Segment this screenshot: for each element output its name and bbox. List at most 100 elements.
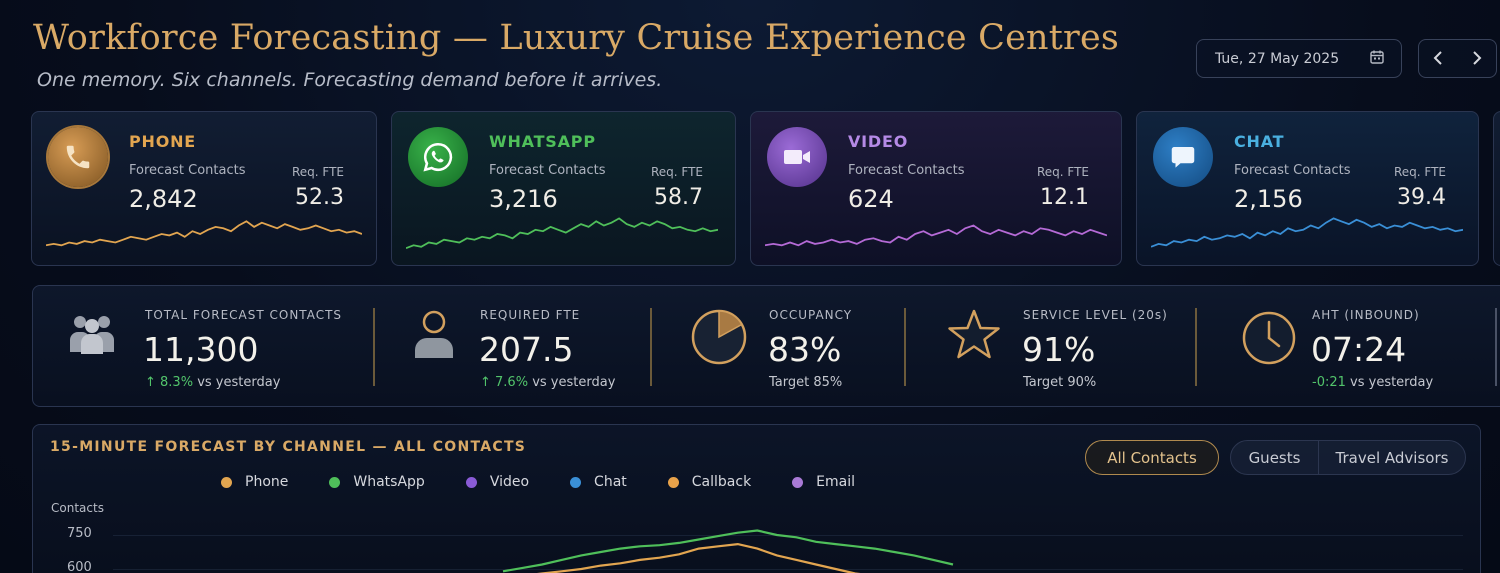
- sparkline-path: [1151, 217, 1463, 248]
- channel-card-partial[interactable]: [1493, 111, 1500, 266]
- forecast-contacts-label: Forecast Contacts: [489, 163, 606, 178]
- series-line-whatsapp: [502, 529, 954, 573]
- forecast-contacts-value: 2,156: [1234, 185, 1303, 213]
- clock-icon: [1241, 310, 1297, 370]
- prev-day-button[interactable]: [1432, 47, 1444, 71]
- sparkline: [1151, 217, 1463, 248]
- forecast-contacts-label: Forecast Contacts: [848, 163, 965, 178]
- y-tick-label: 750: [67, 526, 92, 541]
- kpi-value: 07:24: [1311, 330, 1407, 369]
- req-fte-label: Req. FTE: [1393, 165, 1446, 179]
- req-fte-label: Req. FTE: [650, 165, 703, 179]
- legend-item-email[interactable]: Email: [792, 474, 855, 490]
- kpi-label: REQUIRED FTE: [480, 308, 581, 322]
- req-fte-value: 58.7: [654, 185, 703, 210]
- legend-dot: [465, 476, 477, 488]
- calendar-icon: [1369, 49, 1385, 69]
- kpi-delta: -0:21 vs yesterday: [1312, 375, 1433, 390]
- legend-label: Video: [489, 474, 530, 490]
- channel-name: CHAT: [1234, 132, 1285, 151]
- forecast-contacts-value: 3,216: [489, 185, 558, 213]
- forecast-contacts-value: 2,842: [129, 185, 198, 213]
- kpi-delta: ↑ 8.3% vs yesterday: [145, 375, 280, 390]
- legend-label: Chat: [594, 474, 627, 490]
- kpi-target: Target 85%: [769, 375, 843, 390]
- kpi-label: AHT (INBOUND): [1312, 308, 1420, 322]
- delta-suffix: vs yesterday: [1345, 375, 1434, 390]
- forecast-contacts-value: 624: [848, 185, 894, 213]
- kpi-divider: [373, 308, 375, 386]
- kpi-label: TOTAL FORECAST CONTACTS: [145, 308, 343, 322]
- kpi-occupancy: OCCUPANCY 83% Target 85%: [652, 286, 904, 406]
- forecast-panel: 15-MINUTE FORECAST BY CHANNEL — ALL CONT…: [32, 424, 1481, 573]
- segment-group: Guests Travel Advisors: [1230, 440, 1466, 475]
- legend-label: Email: [816, 474, 856, 490]
- pie-icon: [690, 308, 748, 370]
- req-fte-label: Req. FTE: [1036, 165, 1089, 179]
- delta-value: -0:21: [1312, 375, 1346, 390]
- sparkline: [765, 224, 1107, 247]
- req-fte-value: 39.4: [1397, 185, 1446, 210]
- legend-item-whatsapp[interactable]: WhatsApp: [329, 474, 425, 490]
- segment-guests[interactable]: Guests: [1231, 441, 1319, 474]
- page-title: Workforce Forecasting — Luxury Cruise Ex…: [33, 18, 1120, 58]
- legend-item-phone[interactable]: Phone: [221, 474, 288, 490]
- legend-dot: [792, 476, 804, 488]
- channel-card-whatsapp[interactable]: WHATSAPP Forecast Contacts Req. FTE 3,21…: [391, 111, 736, 266]
- date-nav: [1418, 39, 1497, 78]
- kpi-divider: [1495, 308, 1497, 386]
- legend-dot: [570, 476, 582, 488]
- page-subtitle: One memory. Six channels. Forecasting de…: [37, 69, 663, 91]
- channel-card-video[interactable]: VIDEO Forecast Contacts Req. FTE 624 12.…: [750, 111, 1122, 266]
- delta-value: ↑ 8.3%: [145, 375, 194, 390]
- legend-item-video[interactable]: Video: [465, 474, 530, 490]
- req-fte-value: 52.3: [295, 185, 344, 210]
- chart-legend: Phone WhatsApp Video Chat Callback Email: [221, 474, 896, 490]
- delta-value: ↑ 7.6%: [480, 375, 529, 390]
- legend-dot: [667, 476, 679, 488]
- req-fte-value: 12.1: [1040, 185, 1089, 210]
- kpi-value: 91%: [1022, 330, 1096, 369]
- chat-icon: [1153, 127, 1213, 187]
- channel-card-chat[interactable]: CHAT Forecast Contacts Req. FTE 2,156 39…: [1136, 111, 1479, 266]
- kpi-divider: [904, 308, 906, 386]
- forecast-contacts-label: Forecast Contacts: [129, 163, 246, 178]
- sparkline-path: [765, 224, 1107, 247]
- phone-icon: [48, 127, 108, 187]
- y-axis-title: Contacts: [51, 501, 104, 515]
- date-value: Tue, 27 May 2025: [1215, 50, 1340, 67]
- forecast-chart: [502, 529, 954, 573]
- segment-all-contacts[interactable]: All Contacts: [1085, 440, 1219, 475]
- kpi-value: 83%: [768, 330, 842, 369]
- legend-label: WhatsApp: [353, 474, 425, 490]
- legend-item-callback[interactable]: Callback: [667, 474, 752, 490]
- sparkline-path: [406, 217, 718, 250]
- legend-label: Callback: [691, 474, 752, 490]
- legend-dot: [329, 476, 341, 488]
- delta-suffix: vs yesterday: [528, 375, 616, 390]
- sparkline-path: [46, 220, 362, 247]
- channel-card-phone[interactable]: PHONE Forecast Contacts Req. FTE 2,842 5…: [31, 111, 377, 266]
- y-tick-label: 600: [67, 560, 92, 573]
- date-picker[interactable]: Tue, 27 May 2025: [1196, 39, 1402, 78]
- next-day-button[interactable]: [1471, 47, 1483, 71]
- channel-name: PHONE: [129, 132, 197, 151]
- star-icon: [946, 308, 1002, 366]
- legend-dot: [221, 476, 232, 488]
- whatsapp-icon: [408, 127, 468, 187]
- delta-suffix: vs yesterday: [193, 375, 281, 390]
- legend-item-chat[interactable]: Chat: [570, 474, 627, 490]
- kpi-divider: [1195, 308, 1197, 386]
- req-fte-label: Req. FTE: [291, 165, 344, 179]
- kpi-service-level: SERVICE LEVEL (20s) 91% Target 90%: [906, 286, 1195, 406]
- kpi-delta: ↑ 7.6% vs yesterday: [480, 375, 615, 390]
- channel-name: VIDEO: [848, 132, 909, 151]
- kpi-value: 11,300: [143, 330, 259, 369]
- legend-label: Phone: [245, 474, 289, 490]
- kpi-divider: [650, 308, 652, 386]
- person-icon: [411, 308, 457, 364]
- kpi-total-contacts: TOTAL FORECAST CONTACTS 11,300 ↑ 8.3% vs…: [33, 286, 373, 406]
- forecast-contacts-label: Forecast Contacts: [1234, 163, 1351, 178]
- segment-travel-advisors[interactable]: Travel Advisors: [1335, 448, 1449, 467]
- kpi-label: OCCUPANCY: [769, 308, 853, 322]
